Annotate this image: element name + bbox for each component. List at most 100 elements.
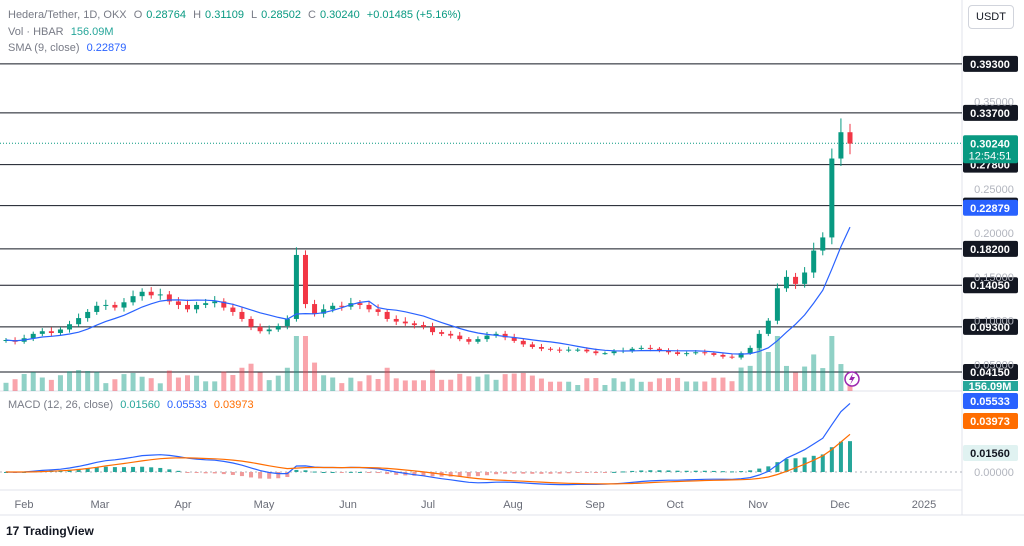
brand-name: TradingView — [23, 524, 94, 538]
volume-bar — [293, 336, 299, 391]
y-tick-label: 0.10000 — [974, 316, 1014, 328]
volume-bar — [375, 379, 381, 391]
level-tag-label: 0.04150 — [970, 367, 1010, 379]
candle-body — [466, 339, 472, 342]
y-tick-label: 0.25000 — [974, 184, 1014, 196]
macd-hist-bar — [548, 472, 553, 474]
macd-hist-bar — [430, 472, 435, 477]
volume-bar — [838, 364, 844, 391]
macd-hist-bar — [739, 471, 744, 473]
macd-hist-bar — [448, 472, 453, 477]
time-axis[interactable]: Feb Mar Apr May Jun Jul Aug Sep Oct Nov Dec 2025 — [15, 499, 937, 511]
macd-label[interactable]: MACD (12, 26, close) — [8, 399, 114, 411]
current-price-label: 0.30240 — [970, 138, 1010, 150]
macd-hist-bar — [711, 470, 716, 472]
candle-body — [230, 307, 236, 312]
macd-hist-bar — [239, 472, 244, 477]
macd-tag-label: 0.05533 — [970, 396, 1010, 408]
macd-legend: MACD (12, 26, close) 0.01560 0.05533 0.0… — [8, 399, 258, 411]
y-tick-label: 0.05000 — [974, 360, 1014, 372]
volume-bar — [76, 370, 82, 391]
candle-body — [402, 321, 408, 324]
candle-body — [103, 304, 109, 306]
open-value: 0.28764 — [146, 9, 187, 21]
candle-body — [430, 326, 436, 333]
sma-label[interactable]: SMA (9, close) — [8, 42, 80, 54]
candle-body — [665, 350, 671, 353]
volume-bar — [384, 367, 390, 391]
macd-hist-bar — [367, 472, 372, 473]
x-tick-label: Jul — [421, 499, 435, 511]
symbol-title[interactable]: Hedera/Tether, 1D, OKX — [8, 9, 127, 21]
currency-button[interactable]: USDT — [968, 5, 1014, 29]
volume-bar — [430, 369, 436, 391]
candle-body — [820, 237, 826, 251]
volume-bar — [302, 336, 308, 391]
volume-bar — [411, 380, 417, 391]
volume-bar — [793, 372, 799, 391]
volume-bar — [321, 375, 327, 391]
candle-body — [212, 301, 218, 304]
candle-body — [203, 303, 209, 305]
candle-body — [194, 304, 200, 310]
macd-hist-bar — [720, 471, 725, 473]
candle-body — [538, 347, 544, 349]
macd-pane — [0, 402, 962, 486]
macd-hist-bar — [675, 470, 680, 472]
x-tick-label: Aug — [503, 499, 523, 511]
low-label: L — [251, 9, 258, 21]
macd-hist-bar — [602, 472, 607, 473]
macd-hist-bar — [249, 472, 254, 478]
candle-body — [30, 333, 36, 339]
volume-bar — [820, 368, 826, 391]
macd-hist-bar — [376, 472, 381, 474]
macd-hist-bar — [784, 458, 789, 472]
macd-hist-bar — [702, 470, 707, 472]
volume-bar — [520, 372, 526, 391]
candle-body — [575, 349, 581, 351]
price-axis[interactable]: 0.393000.337000.278000.231250.182000.140… — [963, 55, 1018, 479]
volume-tag — [963, 381, 1018, 391]
tradingview-logo[interactable]: 17 TradingView — [6, 524, 94, 538]
volume-bar — [266, 380, 272, 391]
level-tag — [963, 240, 1018, 257]
level-tag-label: 0.39300 — [970, 59, 1010, 71]
volume-bar — [3, 382, 9, 391]
macd-hist-bar — [639, 470, 644, 472]
macd-hist-bar — [149, 467, 154, 472]
macd-hist-bar — [512, 472, 517, 474]
candle-body — [439, 332, 445, 334]
volume-label[interactable]: Vol · HBAR — [8, 26, 64, 38]
candle-body — [593, 351, 599, 354]
macd-hist-bar — [593, 472, 598, 473]
macd-hist-bar — [112, 467, 117, 472]
volume-bar — [239, 367, 245, 391]
open-label: O — [133, 9, 143, 21]
volume-bar — [756, 343, 762, 391]
macd-hist-bar — [566, 472, 571, 474]
candle-body — [420, 325, 426, 327]
volume-bar — [566, 381, 572, 391]
level-tag — [963, 104, 1018, 121]
candle-body — [520, 340, 526, 345]
volume-bar — [67, 371, 73, 391]
macd-hist-bar — [131, 466, 136, 472]
lightning-icon[interactable] — [844, 371, 860, 387]
volume-bar — [765, 352, 771, 391]
macd-hist-bar — [693, 470, 698, 472]
macd-hist-bar — [829, 447, 834, 472]
volume-bar — [829, 336, 835, 391]
volume-bar — [802, 366, 808, 391]
volume-bar — [484, 374, 490, 391]
macd-hist-bar — [230, 472, 235, 475]
candle-body — [638, 347, 644, 349]
x-tick-label: Nov — [748, 499, 768, 511]
volume-bar — [221, 371, 227, 391]
candle-body — [811, 250, 817, 273]
volume-bar — [130, 372, 136, 391]
macd-hist-bar — [775, 462, 780, 472]
macd-hist-bar — [385, 472, 390, 475]
volume-bar — [284, 367, 290, 391]
sma-line — [5, 226, 851, 355]
